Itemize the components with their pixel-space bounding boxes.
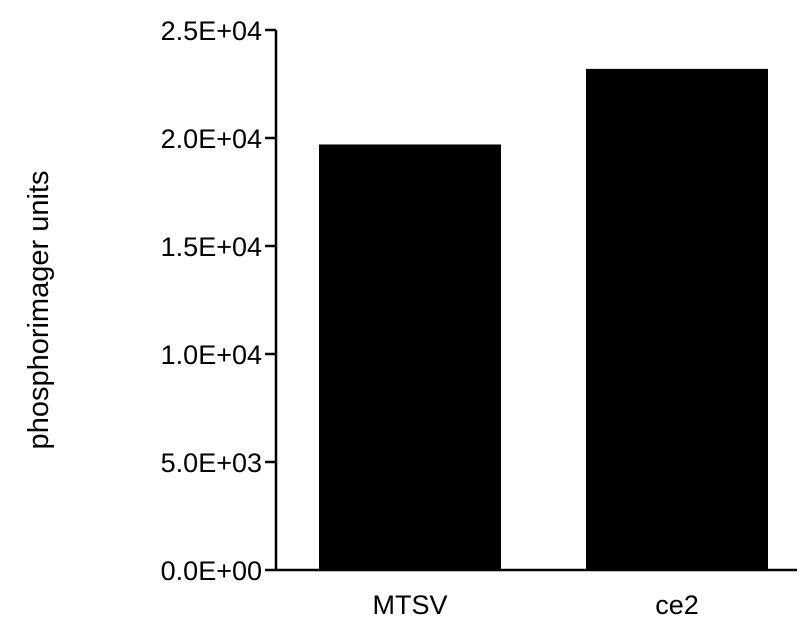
- x-tick-label: MTSV: [372, 590, 447, 620]
- y-tick-label: 2.5E+04: [161, 16, 262, 46]
- x-tick-label: ce2: [655, 590, 699, 620]
- y-tick-label: 1.5E+04: [161, 232, 262, 262]
- bar-mtsv: [319, 144, 501, 571]
- y-axis-title: phosphorimager units: [23, 171, 55, 450]
- x-axis-tick-labels: MTSV ce2: [372, 590, 698, 620]
- y-tick-label: 5.0E+03: [161, 448, 262, 478]
- y-tick-label: 0.0E+00: [161, 556, 262, 586]
- y-tick-label: 1.0E+04: [161, 340, 262, 370]
- y-tick-label: 2.0E+04: [161, 124, 262, 154]
- y-axis-ticks: 0.0E+00 5.0E+03 1.0E+04 1.5E+04 2.0E+04 2.5E+…: [161, 16, 276, 586]
- bars: [319, 68, 768, 571]
- bar-ce2: [586, 68, 768, 570]
